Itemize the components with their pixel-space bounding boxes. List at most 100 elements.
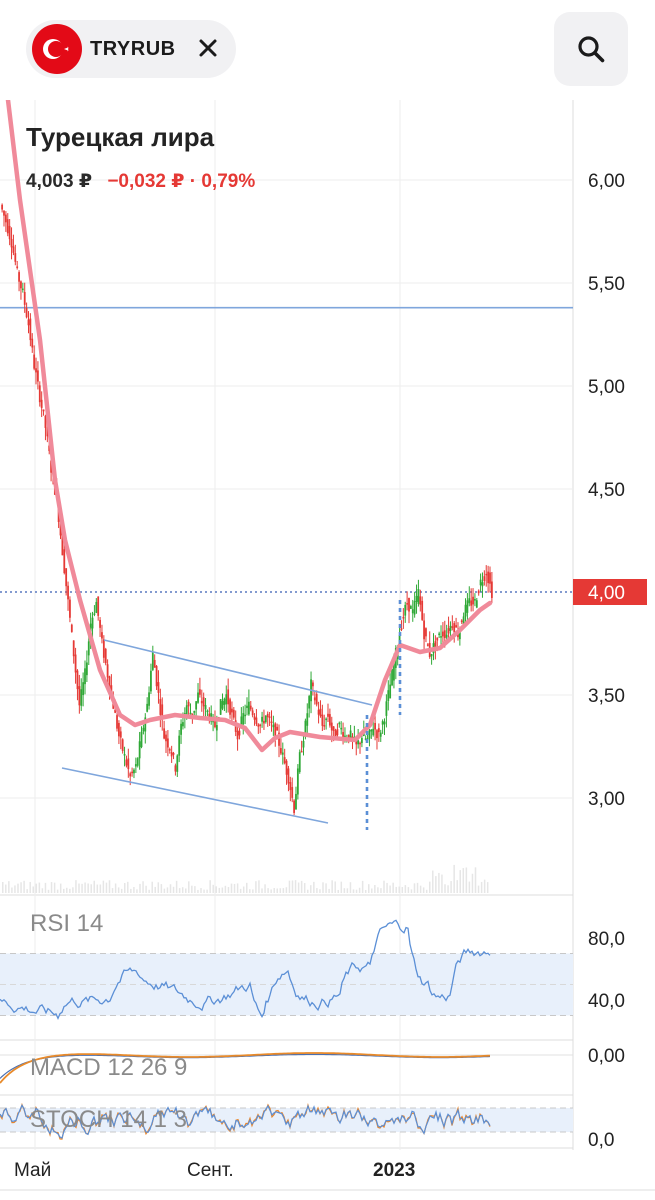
y-tick-label: 3,50	[588, 686, 625, 707]
volume-bar	[230, 883, 233, 893]
volume-bar	[23, 880, 25, 893]
candle-body	[458, 628, 461, 640]
volume-bar	[242, 886, 245, 893]
candle-body	[443, 630, 446, 639]
candle-body	[447, 628, 450, 634]
candle-body	[247, 701, 250, 715]
volume-bar	[133, 886, 135, 893]
current-price: 4,003 ₽	[26, 171, 93, 192]
candle-body	[240, 716, 243, 726]
candle-body	[257, 724, 260, 727]
candle-body	[483, 576, 486, 581]
candle-body	[155, 666, 158, 687]
price-chart[interactable]: 3,00 3,50 4,50 5,00 5,50 6,00 4,00 Май Сент. 2023…	[0, 100, 655, 1200]
candle-body	[319, 708, 322, 717]
volume-bar	[364, 889, 367, 893]
volume-bar	[444, 884, 446, 893]
candle-body	[334, 730, 337, 737]
candle-body	[221, 701, 224, 709]
volume-bar	[453, 864, 455, 893]
candle-body	[411, 609, 414, 614]
candle-body	[161, 704, 164, 720]
candle-body	[65, 568, 68, 587]
volume-bar	[261, 888, 263, 893]
volume-bar	[142, 881, 144, 893]
volume-bar	[480, 881, 483, 893]
candle-body	[170, 751, 173, 757]
volume-bar	[56, 889, 59, 893]
volume-bar	[422, 887, 425, 893]
candle-body	[409, 606, 412, 609]
candle-body	[236, 730, 239, 740]
candle-body	[159, 699, 162, 715]
rsi-label[interactable]: RSI 14	[30, 910, 104, 937]
volume-bar	[151, 881, 153, 893]
candle-body	[133, 769, 135, 774]
candle-body	[442, 631, 444, 637]
candle-body	[223, 698, 226, 705]
candle-body	[110, 685, 113, 695]
volume-bar	[87, 883, 89, 893]
candle-body	[35, 368, 37, 373]
candle-body	[195, 701, 198, 710]
candle-body	[12, 246, 15, 253]
candle-body	[377, 728, 380, 733]
stoch-label[interactable]: STOCH 14 1 3	[30, 1106, 187, 1133]
candle-body	[157, 682, 160, 693]
candle-body	[344, 735, 346, 738]
search-button[interactable]	[554, 12, 628, 86]
candle-body	[227, 689, 230, 705]
candle-body	[372, 728, 375, 736]
volume-bar	[258, 880, 260, 893]
candle-body	[312, 682, 314, 687]
volume-bar	[483, 879, 486, 893]
y-tick-label: 4,50	[588, 480, 625, 501]
candle-body	[189, 712, 192, 715]
candle-body	[438, 633, 441, 636]
volume-bar	[303, 883, 306, 893]
candle-body	[332, 726, 335, 731]
ticker-chip[interactable]: TRYRUB	[26, 20, 236, 78]
candle-body	[253, 716, 256, 720]
candle-body	[272, 724, 275, 728]
volume-bar	[221, 887, 224, 893]
volume-bar	[17, 883, 19, 893]
volume-bar	[72, 887, 74, 893]
candle-body	[134, 764, 137, 767]
candle-body	[451, 626, 454, 628]
volume-bar	[401, 886, 404, 893]
candle-body	[419, 596, 422, 605]
volume-bar	[407, 887, 410, 893]
y-tick-label: 5,00	[588, 377, 625, 398]
volume-bar	[282, 888, 285, 893]
candle-body	[357, 740, 360, 745]
candle-body	[293, 800, 295, 813]
candle-body	[199, 689, 201, 695]
macd-label[interactable]: MACD 12 26 9	[30, 1054, 188, 1081]
volume-bar	[29, 881, 31, 893]
candle-body	[423, 620, 425, 640]
candle-body	[289, 782, 292, 791]
volume-bar	[297, 882, 300, 893]
volume-bar	[166, 887, 169, 893]
candle-body	[457, 632, 459, 638]
candle-body	[468, 598, 471, 604]
volume-bar	[346, 888, 349, 893]
candle-body	[176, 755, 179, 772]
volume-bar	[212, 884, 214, 893]
volume-bar	[300, 880, 303, 893]
volume-bar	[84, 882, 86, 893]
close-icon[interactable]	[196, 36, 220, 60]
candle-body	[379, 732, 382, 737]
candle-body	[63, 549, 66, 574]
candle-body	[477, 590, 480, 594]
volume-bar	[157, 882, 160, 893]
candle-body	[44, 415, 47, 428]
candle-body	[67, 585, 69, 600]
volume-bar	[349, 882, 352, 893]
volume-bar	[136, 889, 138, 893]
volume-bar	[236, 883, 239, 893]
volume-bar	[249, 889, 251, 893]
candle-body	[136, 758, 139, 766]
candle-body	[38, 385, 41, 403]
